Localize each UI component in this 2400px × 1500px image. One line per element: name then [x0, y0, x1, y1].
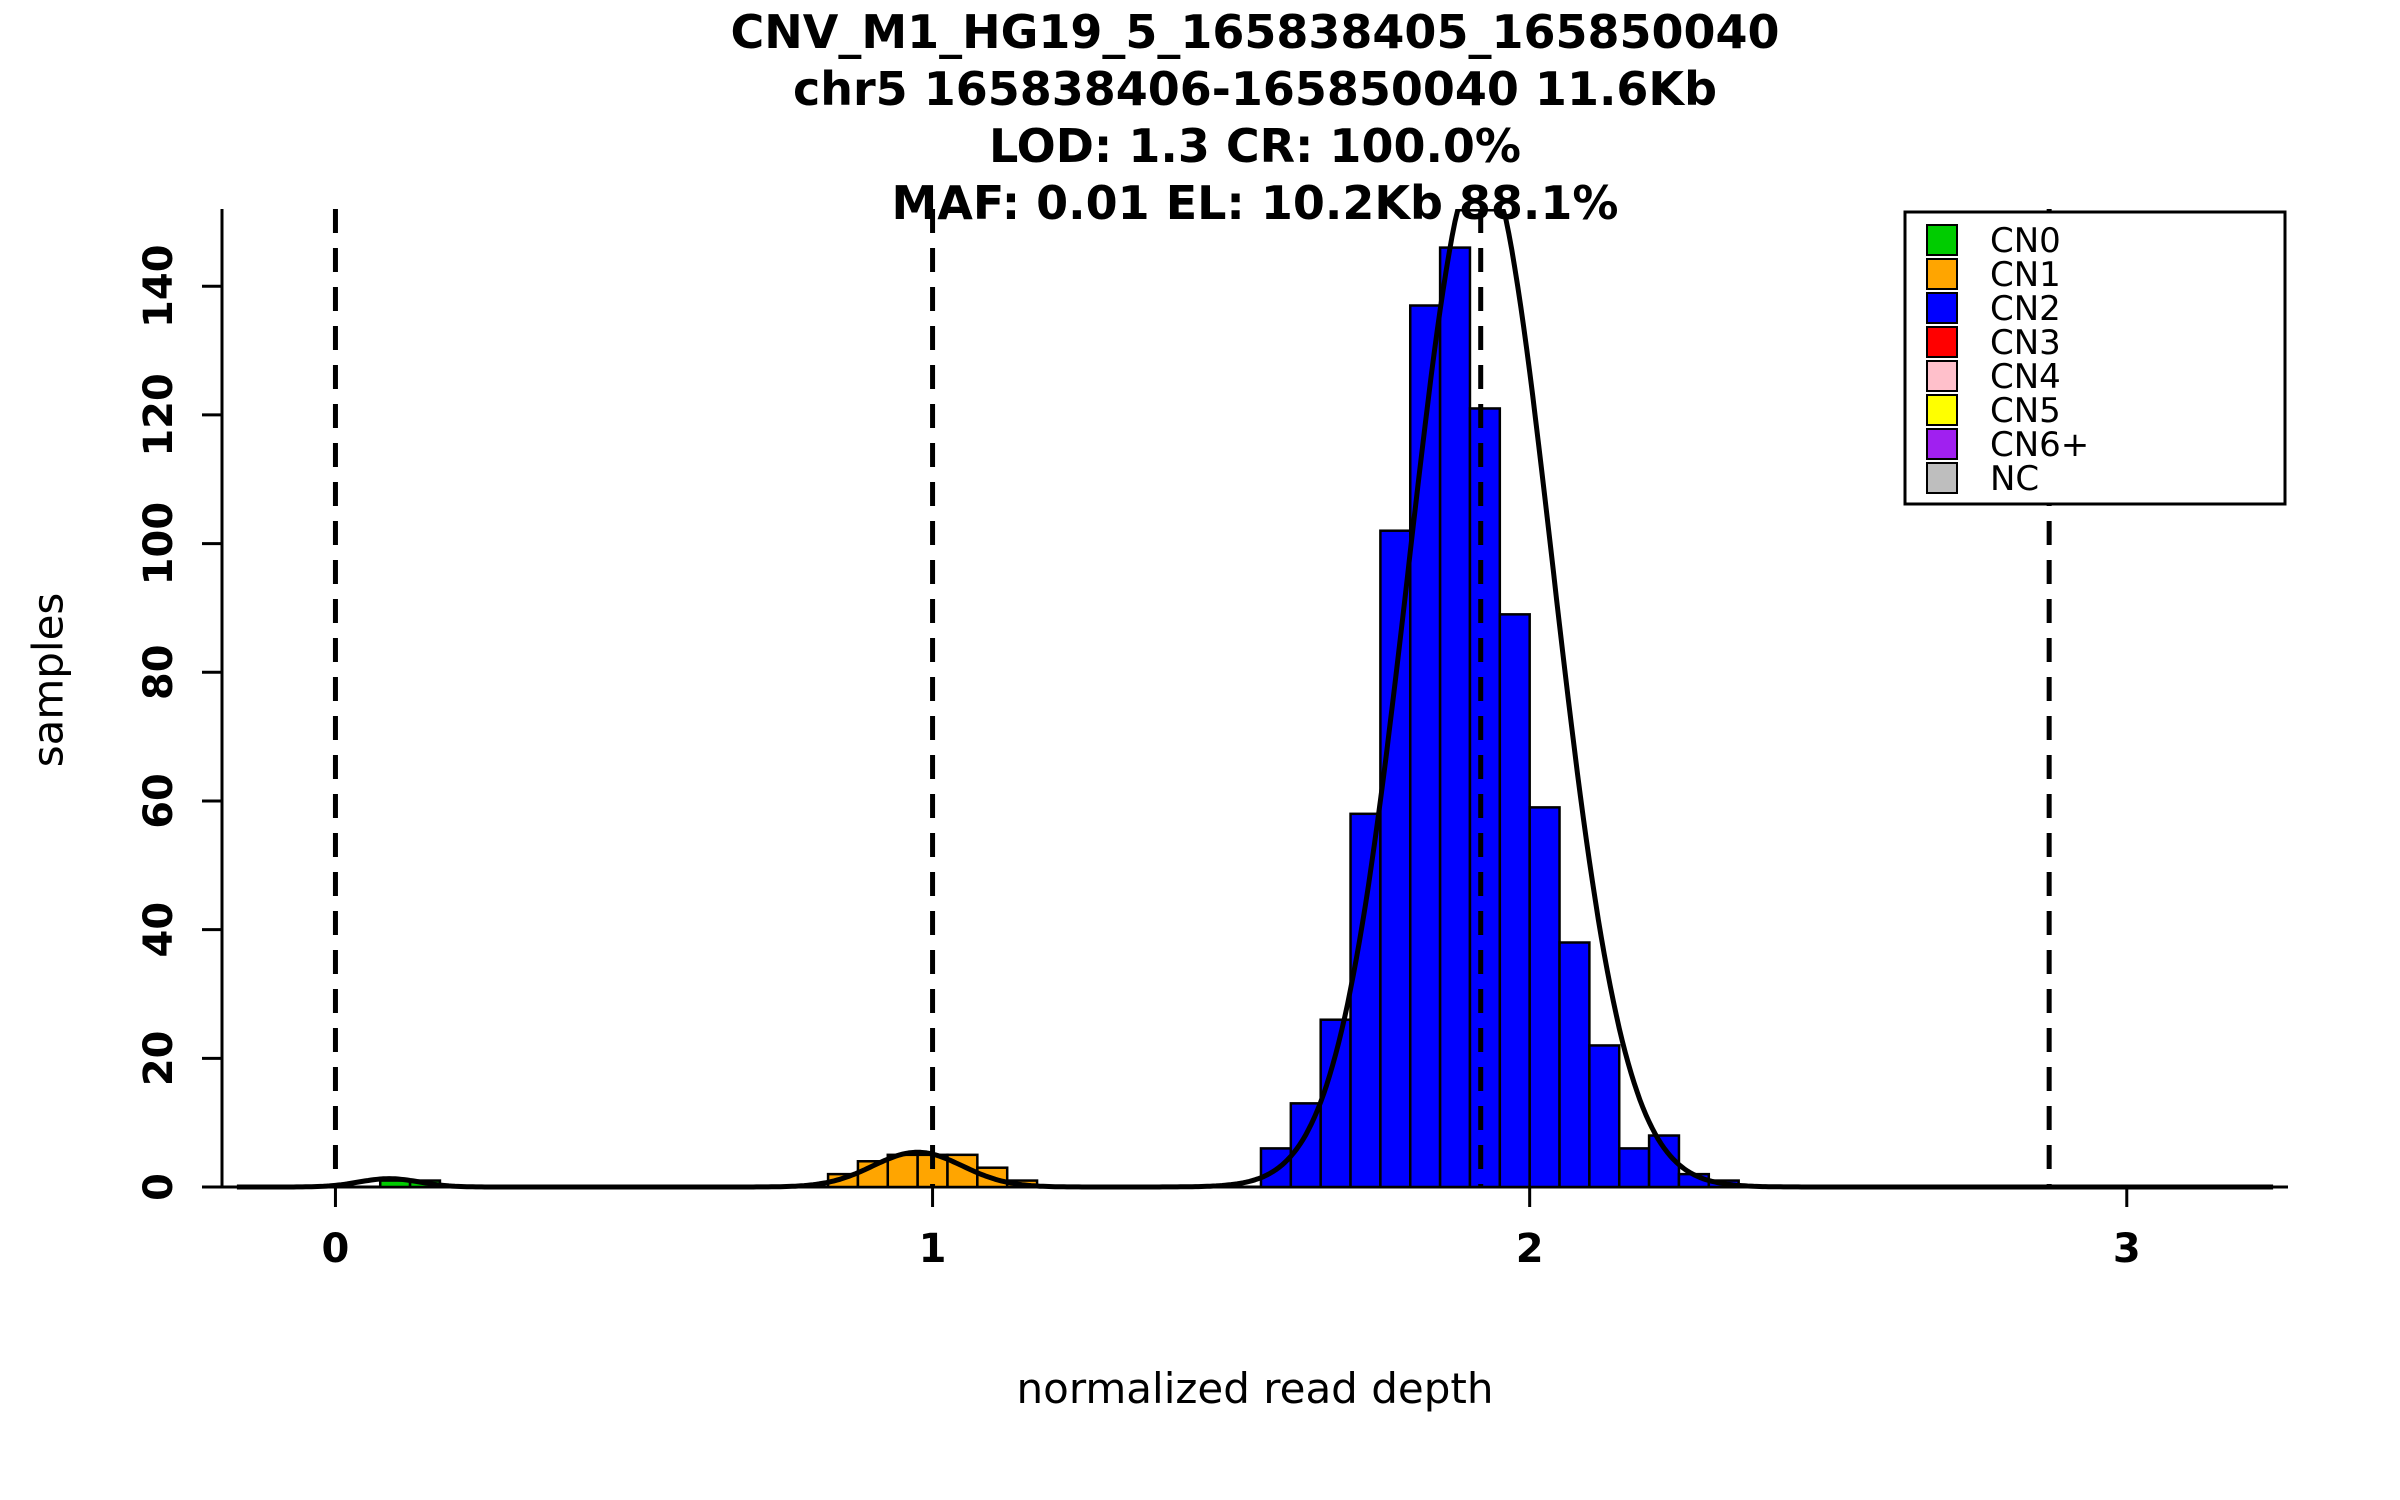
legend-label-CN5: CN5 [1990, 391, 2061, 431]
legend-swatch-NC [1926, 462, 1958, 494]
legend-label-CN0: CN0 [1990, 221, 2061, 261]
legend-label-CN1: CN1 [1990, 255, 2061, 295]
legend-swatch-CN0 [1926, 224, 1958, 256]
legend-swatch-CN2 [1926, 292, 1958, 324]
histogram-bar-CN2 [1379, 529, 1412, 1189]
x-axis-tick-label: 1 [919, 1226, 947, 1272]
histogram-bar-CN2 [1588, 1044, 1621, 1189]
chart-title-line-2: chr5 165838406-165850040 11.6Kb [792, 62, 1718, 116]
legend-label-NC: NC [1990, 459, 2039, 499]
legend-box [1903, 210, 2287, 506]
y-axis-tick-label: 40 [136, 902, 182, 958]
x-axis-tick-label: 2 [1516, 1226, 1544, 1272]
y-axis-tick-label: 0 [136, 1173, 182, 1201]
histogram-bar-CN2 [1468, 407, 1502, 1189]
histogram-bar-CN2 [1438, 246, 1472, 1189]
histogram-bar-CN2 [1349, 812, 1382, 1189]
legend-swatch-CN4 [1926, 360, 1958, 392]
legend-label-CN6+: CN6+ [1990, 425, 2089, 465]
legend-swatch-CN6+ [1926, 428, 1958, 460]
histogram-bar-CN2 [1498, 613, 1531, 1189]
x-axis-tick-label: 0 [322, 1226, 350, 1272]
legend-label-CN3: CN3 [1990, 323, 2061, 363]
legend-swatch-CN1 [1926, 258, 1958, 290]
y-axis-tick-label: 20 [136, 1030, 182, 1086]
chart-title-line-4: MAF: 0.01 EL: 10.2Kb 88.1% [891, 176, 1619, 230]
plot-area [236, 209, 2274, 1190]
y-axis-tick-label: 80 [136, 644, 182, 700]
histogram-bar-CN2 [1528, 806, 1561, 1189]
density-curve [236, 209, 2274, 1190]
histogram-bar-CN2 [1617, 1147, 1651, 1189]
legend-label-CN2: CN2 [1990, 289, 2061, 329]
chart-title-line-3: LOD: 1.3 CR: 100.0% [988, 119, 1522, 173]
x-axis-label: normalized read depth [1016, 1364, 1494, 1413]
x-axis-tick-label: 3 [2113, 1226, 2141, 1272]
y-axis-tick-label: 60 [136, 773, 182, 829]
y-axis-tick-label: 140 [136, 244, 182, 328]
legend-swatch-CN5 [1926, 394, 1958, 426]
chart-title-line-1: CNV_M1_HG19_5_165838405_165850040 [730, 5, 1780, 59]
legend-label-CN4: CN4 [1990, 357, 2061, 397]
y-axis-tick-label: 100 [136, 502, 182, 586]
legend-swatch-CN3 [1926, 326, 1958, 358]
chart-title-block: CNV_M1_HG19_5_165838405_165850040 chr5 1… [222, 4, 2288, 232]
y-axis-tick-label: 120 [136, 373, 182, 457]
histogram-bar-CN2 [1558, 941, 1591, 1189]
